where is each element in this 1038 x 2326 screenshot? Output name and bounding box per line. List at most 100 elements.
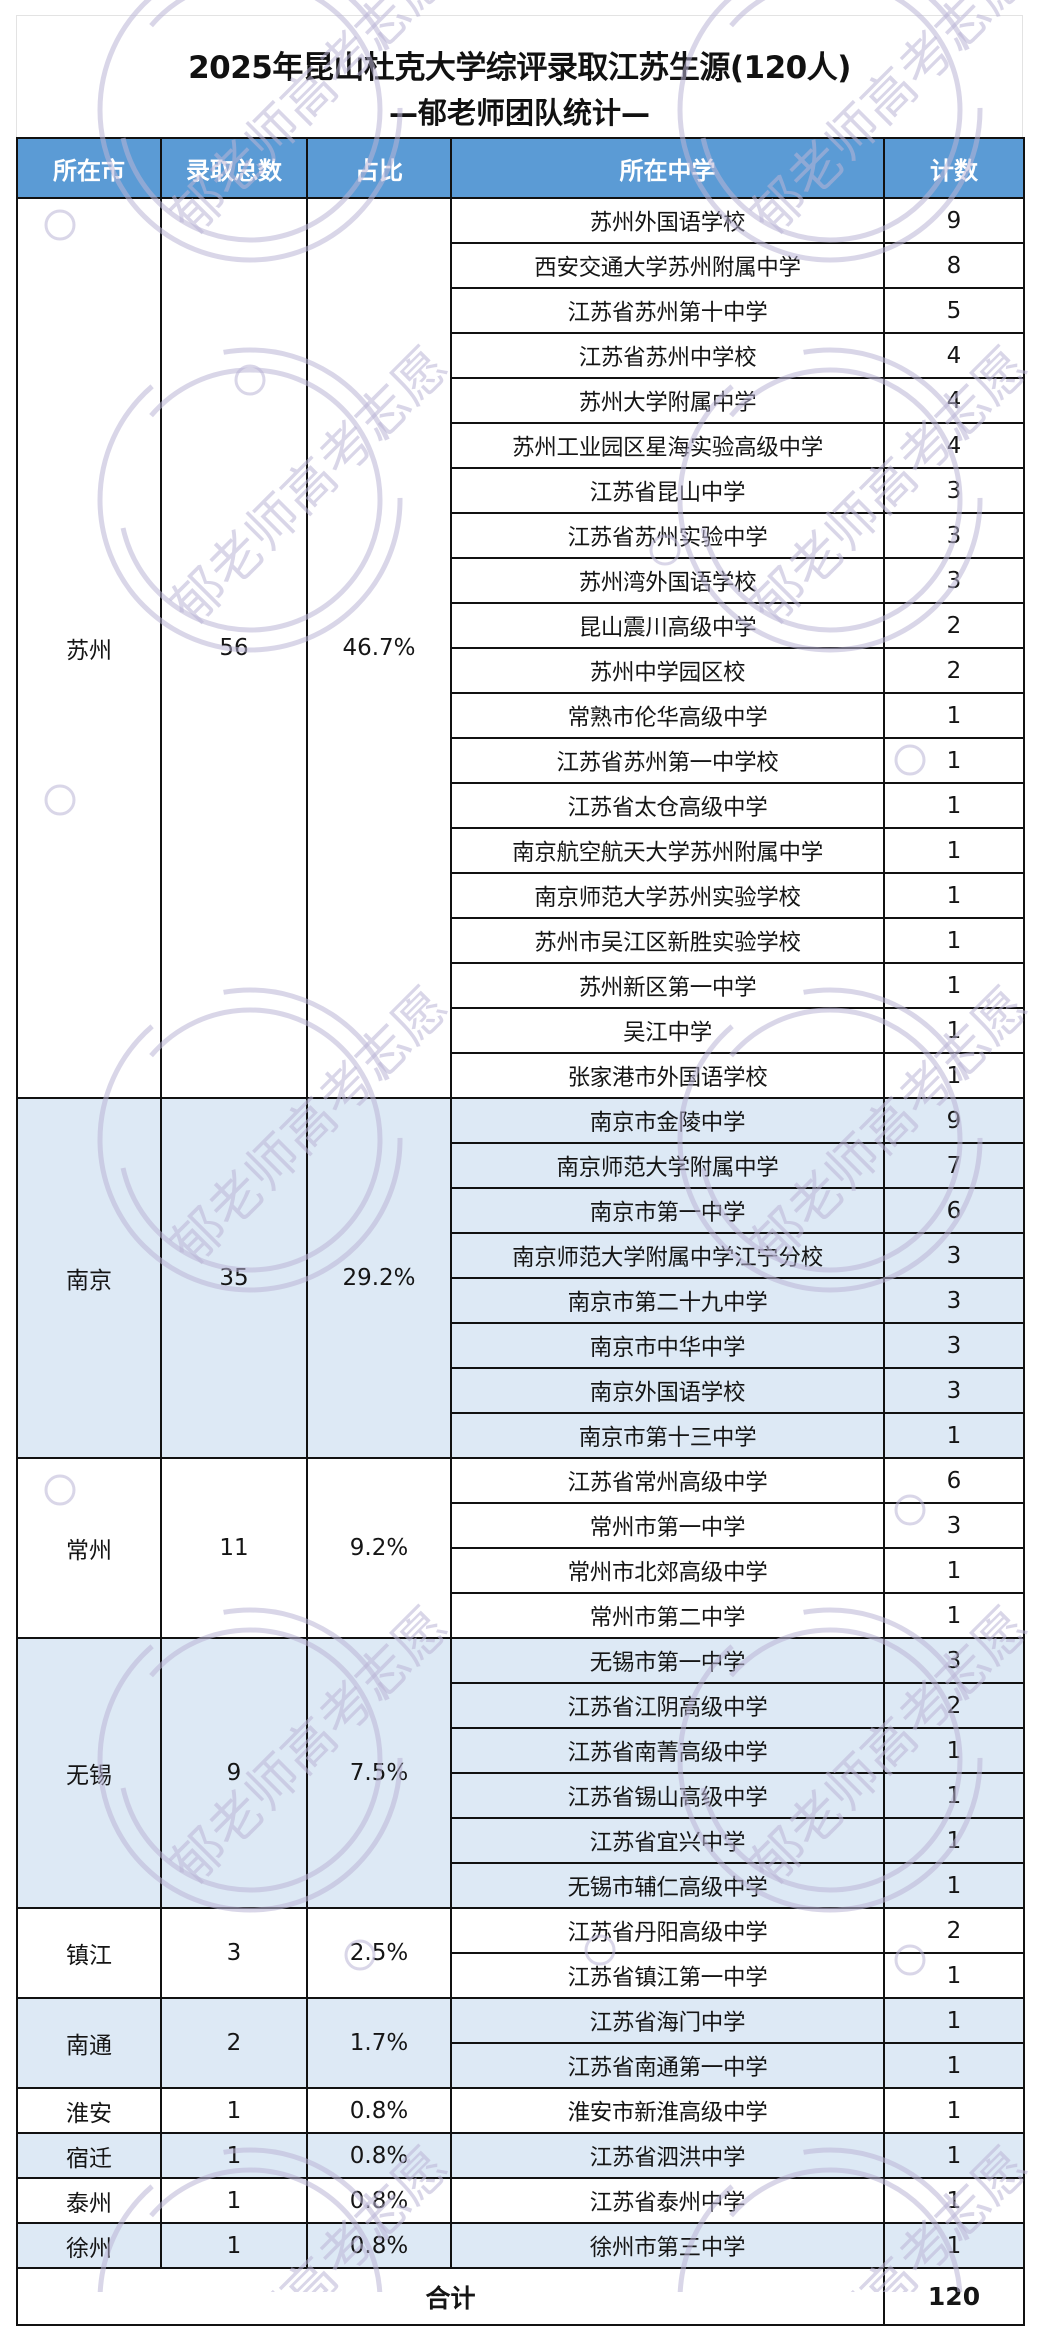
table-row: 淮安 1 0.8% 淮安市新淮高级中学 1 [16, 2087, 1025, 2134]
table-row: 南京师范大学苏州实验学校 1 [17, 872, 1025, 919]
total-cell: 1 [160, 2087, 308, 2134]
table-row: 江苏省镇江第一中学 1 [17, 1952, 1025, 1999]
city-cell: 镇江 [16, 1907, 162, 1999]
school-count-cell: 7 [883, 1142, 1025, 1189]
school-count-cell: 9 [883, 197, 1025, 244]
school-count-cell: 3 [883, 1637, 1025, 1684]
school-count-cell: 1 [883, 1547, 1025, 1594]
table-row: 常熟市伦华高级中学 1 [17, 692, 1025, 739]
table-row: 南京外国语学校 3 [17, 1367, 1025, 1414]
school-name-cell: 江苏省苏州实验中学 [450, 512, 885, 559]
school-count-cell: 1 [883, 1862, 1025, 1909]
school-count-cell: 3 [883, 1232, 1025, 1279]
school-count-cell: 1 [883, 2132, 1025, 2179]
school-name-cell: 淮安市新淮高级中学 [450, 2087, 885, 2134]
city-cell: 徐州 [16, 2222, 162, 2269]
header-ratio: 占比 [306, 137, 452, 199]
school-name-cell: 西安交通大学苏州附属中学 [450, 242, 885, 289]
school-name-cell: 常州市第二中学 [450, 1592, 885, 1639]
school-name-cell: 南京师范大学苏州实验学校 [450, 872, 885, 919]
school-count-cell: 5 [883, 287, 1025, 334]
header-total: 录取总数 [160, 137, 308, 199]
school-count-cell: 3 [883, 1277, 1025, 1324]
school-name-cell: 南京师范大学附属中学 [450, 1142, 885, 1189]
school-name-cell: 南京外国语学校 [450, 1367, 885, 1414]
table-row: 常州市第一中学 3 [17, 1502, 1025, 1549]
school-name-cell: 江苏省丹阳高级中学 [450, 1907, 885, 1954]
header-city: 所在市 [16, 137, 162, 199]
school-count-cell: 3 [883, 557, 1025, 604]
total-cell: 1 [160, 2132, 308, 2179]
total-cell: 1 [160, 2222, 308, 2269]
school-count-cell: 1 [883, 1412, 1025, 1459]
school-name-cell: 苏州新区第一中学 [450, 962, 885, 1009]
ratio-cell: 46.7% [306, 197, 452, 1099]
school-name-cell: 苏州市吴江区新胜实验学校 [450, 917, 885, 964]
school-name-cell: 张家港市外国语学校 [450, 1052, 885, 1099]
school-count-cell: 1 [883, 1952, 1025, 1999]
page-subtitle: —郁老师团队统计— [388, 96, 650, 130]
table-row: 常州 11 9.2% 江苏省常州高级中学 6 [16, 1457, 1025, 1639]
table-row: 江苏省太仓高级中学 1 [17, 782, 1025, 829]
school-name-cell: 江苏省南菁高级中学 [450, 1727, 885, 1774]
total-label: 合计 [16, 2267, 885, 2326]
ratio-cell: 29.2% [306, 1097, 452, 1459]
school-name-cell: 南京市中华中学 [450, 1322, 885, 1369]
school-name-cell: 江苏省昆山中学 [450, 467, 885, 514]
school-name-cell: 无锡市辅仁高级中学 [450, 1862, 885, 1909]
school-count-cell: 8 [883, 242, 1025, 289]
ratio-cell: 0.8% [306, 2087, 452, 2134]
school-name-cell: 昆山震川高级中学 [450, 602, 885, 649]
total-cell: 56 [160, 197, 308, 1099]
school-count-cell: 1 [883, 962, 1025, 1009]
school-count-cell: 1 [883, 1772, 1025, 1819]
school-count-cell: 4 [883, 422, 1025, 469]
school-count-cell: 4 [883, 377, 1025, 424]
table-row: 无锡 9 7.5% 无锡市第一中学 3 [16, 1637, 1025, 1909]
school-name-cell: 江苏省苏州中学校 [450, 332, 885, 379]
school-name-cell: 苏州中学园区校 [450, 647, 885, 694]
ratio-cell: 0.8% [306, 2177, 452, 2224]
total-cell: 1 [160, 2177, 308, 2224]
school-count-cell: 2 [883, 1682, 1025, 1729]
total-row: 合计 120 [16, 2267, 1025, 2326]
total-cell: 2 [160, 1997, 308, 2089]
school-count-cell: 3 [883, 1322, 1025, 1369]
school-count-cell: 2 [883, 647, 1025, 694]
school-count-cell: 1 [883, 2177, 1025, 2224]
city-cell: 无锡 [16, 1637, 162, 1909]
table-row: 南京 35 29.2% 南京市金陵中学 9 [16, 1097, 1025, 1459]
school-count-cell: 1 [883, 1727, 1025, 1774]
title-box: 2025年昆山杜克大学综评录取江苏生源(120人) —郁老师团队统计— [16, 15, 1023, 137]
school-name-cell: 常熟市伦华高级中学 [450, 692, 885, 739]
school-count-cell: 6 [883, 1187, 1025, 1234]
table-body: 苏州 56 46.7% 苏州外国语学校 9 西安交通大学苏州附属中学 8 江苏省苏州第十中学 5… [16, 197, 1025, 2269]
table-row: 江苏省南通第一中学 1 [17, 2042, 1025, 2089]
city-cell: 淮安 [16, 2087, 162, 2134]
school-name-cell: 江苏省宜兴中学 [450, 1817, 885, 1864]
table-row: 苏州中学园区校 2 [17, 647, 1025, 694]
school-name-cell: 南京市第二十九中学 [450, 1277, 885, 1324]
table-row: 苏州 56 46.7% 苏州外国语学校 9 [16, 197, 1025, 1099]
school-name-cell: 苏州大学附属中学 [450, 377, 885, 424]
ratio-cell: 2.5% [306, 1907, 452, 1999]
school-count-cell: 3 [883, 1367, 1025, 1414]
ratio-cell: 0.8% [306, 2222, 452, 2269]
school-name-cell: 徐州市第三中学 [450, 2222, 885, 2269]
school-count-cell: 1 [883, 2042, 1025, 2089]
table-row: 苏州市吴江区新胜实验学校 1 [17, 917, 1025, 964]
page-title: 2025年昆山杜克大学综评录取江苏生源(120人) [188, 50, 851, 86]
school-count-cell: 4 [883, 332, 1025, 379]
city-cell: 宿迁 [16, 2132, 162, 2179]
school-name-cell: 江苏省泗洪中学 [450, 2132, 885, 2179]
school-name-cell: 江苏省海门中学 [450, 1997, 885, 2044]
school-name-cell: 无锡市第一中学 [450, 1637, 885, 1684]
table-row: 南京市中华中学 3 [17, 1322, 1025, 1369]
school-name-cell: 南京师范大学附属中学江宁分校 [450, 1232, 885, 1279]
school-name-cell: 苏州工业园区星海实验高级中学 [450, 422, 885, 469]
school-count-cell: 3 [883, 512, 1025, 559]
ratio-cell: 1.7% [306, 1997, 452, 2089]
table-row: 江苏省苏州第十中学 5 [17, 287, 1025, 334]
ratio-cell: 9.2% [306, 1457, 452, 1639]
school-count-cell: 1 [883, 782, 1025, 829]
